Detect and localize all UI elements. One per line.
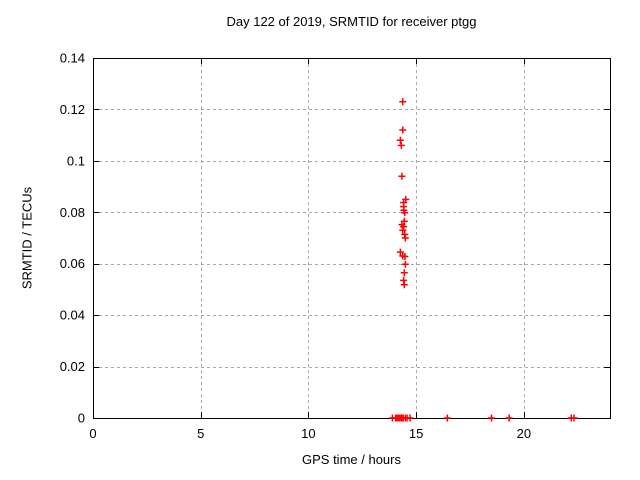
data-point-marker bbox=[397, 141, 405, 149]
data-point-marker bbox=[399, 98, 407, 106]
data-point-marker bbox=[396, 248, 404, 256]
y-tick-label: 0.02 bbox=[60, 359, 85, 374]
x-tick-label: 5 bbox=[197, 426, 204, 441]
x-tick-label: 20 bbox=[517, 426, 531, 441]
chart-title: Day 122 of 2019, SRMTID for receiver ptg… bbox=[226, 14, 477, 29]
data-point-marker bbox=[488, 414, 496, 422]
data-point-marker bbox=[396, 136, 404, 144]
data-point-marker bbox=[399, 226, 407, 234]
y-tick-label: 0.1 bbox=[67, 153, 85, 168]
data-point-marker bbox=[401, 260, 409, 268]
data-point-marker bbox=[406, 414, 414, 422]
x-tick-label: 0 bbox=[89, 426, 96, 441]
x-tick-label: 10 bbox=[301, 426, 315, 441]
y-tick-label: 0.06 bbox=[60, 256, 85, 271]
data-point-marker bbox=[401, 253, 409, 261]
data-point-marker bbox=[570, 414, 578, 422]
y-tick-label: 0.14 bbox=[60, 51, 85, 66]
data-point-marker bbox=[398, 172, 406, 180]
x-tick-label: 15 bbox=[409, 426, 423, 441]
data-point-marker bbox=[505, 414, 513, 422]
y-tick-label: 0 bbox=[78, 411, 85, 426]
data-point-marker bbox=[400, 269, 408, 277]
plot-border bbox=[93, 58, 611, 419]
y-tick-label: 0.08 bbox=[60, 205, 85, 220]
x-axis-label: GPS time / hours bbox=[302, 452, 401, 467]
y-tick-label: 0.04 bbox=[60, 308, 85, 323]
y-tick-label: 0.12 bbox=[60, 102, 85, 117]
data-point-marker bbox=[400, 281, 408, 289]
data-point-marker bbox=[401, 234, 409, 242]
data-point-marker bbox=[401, 209, 409, 217]
data-point-marker bbox=[443, 414, 451, 422]
data-point-marker bbox=[399, 126, 407, 134]
data-point-marker bbox=[400, 223, 408, 231]
